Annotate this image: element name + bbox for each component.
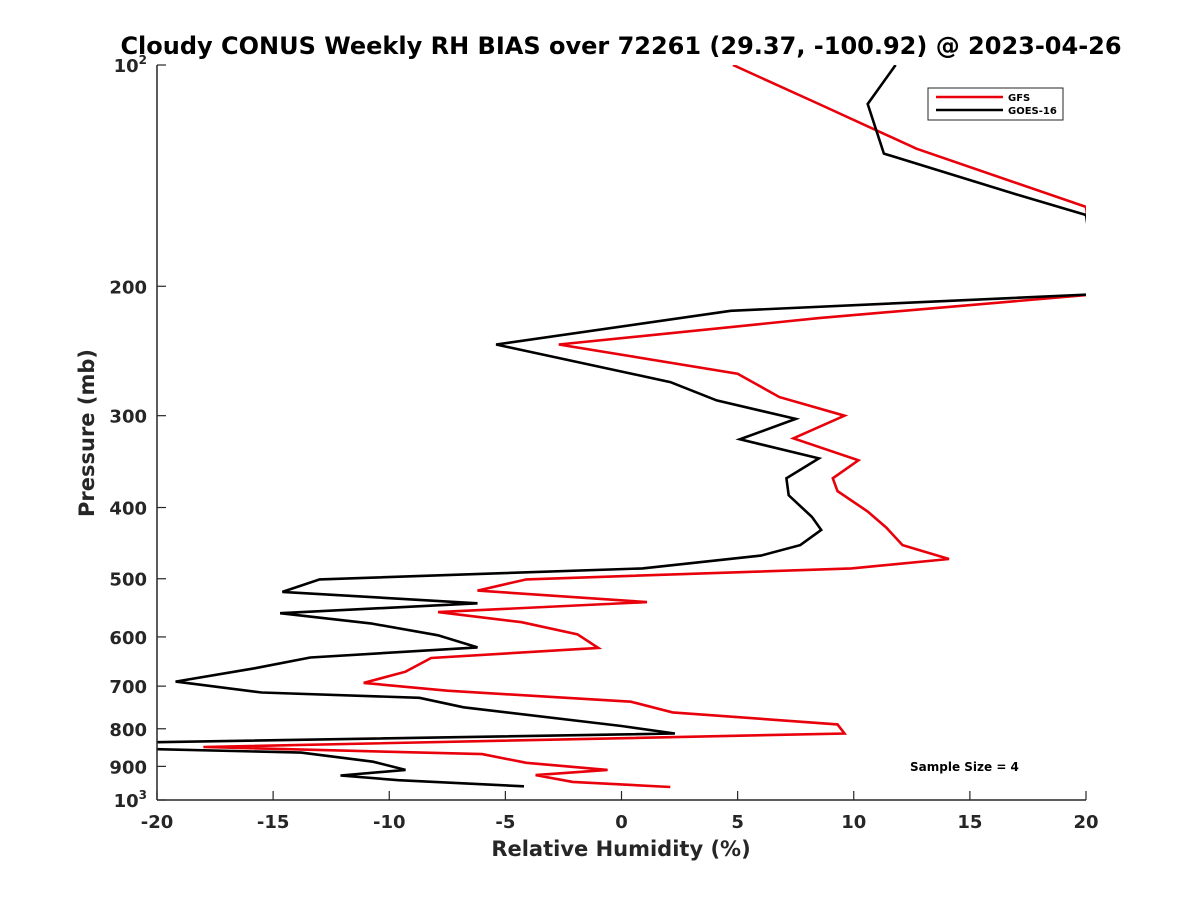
legend-label-gfs: GFS — [1008, 93, 1030, 104]
chart-title: Cloudy CONUS Weekly RH BIAS over 72261 (… — [120, 32, 1121, 60]
x-tick-label: 5 — [731, 812, 744, 833]
x-tick-label: -5 — [495, 812, 515, 833]
y-tick-label: 600 — [109, 628, 147, 649]
y-tick-label: 102 — [114, 53, 147, 77]
y-tick-label: 103 — [114, 788, 147, 812]
y-tick-label: 500 — [109, 570, 147, 591]
y-tick-label: 900 — [109, 757, 147, 778]
x-tick-label: 15 — [957, 812, 982, 833]
y-axis-label: Pressure (mb) — [75, 349, 99, 517]
series-line-goes-16 — [157, 65, 1086, 788]
y-tick-label: 300 — [109, 407, 147, 428]
axes — [156, 65, 1086, 801]
series-line-gfs — [203, 65, 1086, 789]
y-tick-label: 200 — [109, 277, 147, 298]
y-tick-label: 800 — [109, 720, 147, 741]
x-ticks: -20 -15 -10 -5 0 5 10 15 20 — [141, 791, 1099, 833]
x-tick-label: 20 — [1073, 812, 1098, 833]
x-tick-label: -15 — [257, 812, 290, 833]
legend-label-goes16: GOES-16 — [1008, 106, 1057, 117]
x-tick-label: 0 — [615, 812, 628, 833]
y-tick-label: 700 — [109, 677, 147, 698]
legend: GFS GOES-16 — [927, 87, 1064, 121]
x-axis-label: Relative Humidity (%) — [491, 837, 750, 861]
y-tick-label: 400 — [109, 499, 147, 520]
legend-box — [927, 87, 1064, 121]
sample-size-annotation: Sample Size = 4 — [910, 760, 1019, 774]
x-tick-label: -20 — [141, 812, 174, 833]
series-layer — [157, 65, 1086, 789]
x-tick-label: -10 — [373, 812, 406, 833]
x-tick-label: 10 — [841, 812, 866, 833]
y-ticks: 102 200 300 400 500 600 700 800 900 103 — [109, 53, 166, 812]
